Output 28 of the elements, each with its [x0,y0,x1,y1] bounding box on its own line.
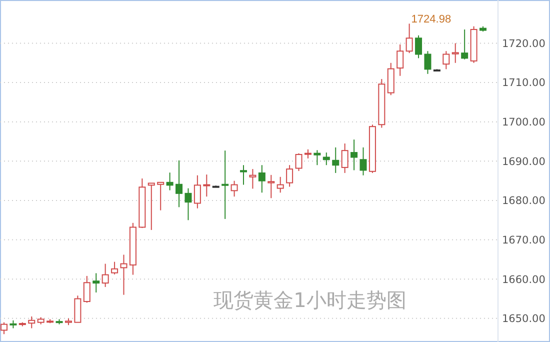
candlestick [240,164,247,186]
y-tick-label: 1720.00 [502,38,546,50]
y-tick-label: 1660.00 [502,274,546,286]
candlestick [203,174,210,198]
y-tick-label: 1680.00 [502,195,546,208]
y-tick-label: 1650.00 [502,313,546,326]
y-tick-label: 1710.00 [502,77,546,90]
candlestick [194,174,201,209]
candlestick [341,142,348,174]
y-tick-label: 1700.00 [502,116,546,129]
candlestick [166,172,174,191]
candlestick [249,168,256,190]
y-tick-label: 1670.00 [502,234,546,246]
candlestick [360,146,367,176]
candlestick [350,139,358,171]
candlestick [258,164,266,194]
text: 现货黄金1小时走势图 [214,288,406,312]
candlestick [176,160,183,208]
candlestick [378,78,386,128]
y-tick-label: 1690.00 [502,156,546,168]
annotation: 1724.98 [411,14,452,26]
candlestick [222,150,229,220]
candlestick [120,254,128,296]
candlestick [184,188,192,221]
candlestick [332,146,340,174]
candlestick [314,150,321,166]
candlestick [452,42,459,64]
candlestick [92,272,100,293]
